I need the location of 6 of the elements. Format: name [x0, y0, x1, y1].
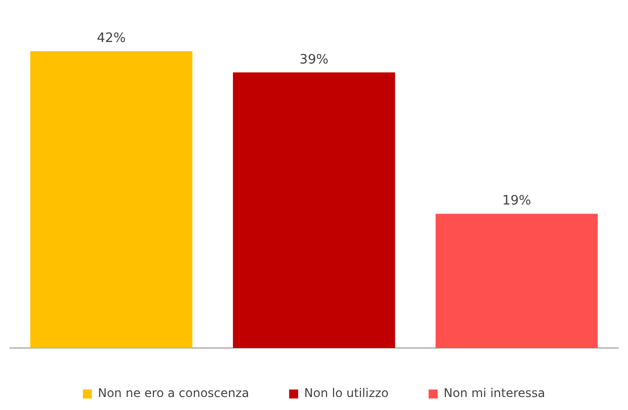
legend-label: Non mi interessa [444, 386, 546, 400]
data-label: 42% [96, 31, 126, 46]
legend-label: Non ne ero a conoscenza [98, 386, 250, 400]
data-label: 19% [502, 194, 532, 209]
data-label: 39% [300, 52, 328, 68]
legend-label: Non lo utilizzo [304, 386, 389, 400]
